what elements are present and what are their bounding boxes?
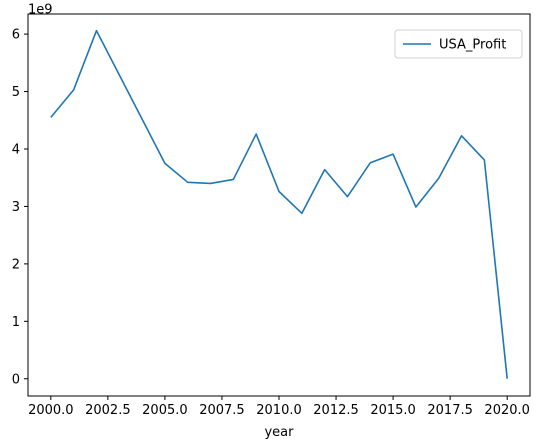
y-tick-label: 6 <box>12 28 20 43</box>
legend-label: USA_Profit <box>439 38 506 53</box>
x-tick-label: 2010.0 <box>256 403 302 418</box>
legend-box <box>394 29 523 59</box>
y-axis-offset-text: 1e9 <box>28 3 53 18</box>
x-tick-label: 2017.5 <box>427 403 473 418</box>
x-tick-label: 2007.5 <box>199 403 245 418</box>
y-tick-label: 4 <box>12 142 20 157</box>
plot-area <box>27 13 531 397</box>
y-tick-label: 1 <box>12 315 20 330</box>
y-tick-label: 5 <box>12 85 20 100</box>
x-tick-label: 2020.0 <box>484 403 530 418</box>
x-axis: 2000.0 2002.5 2005.0 2007.5 2010.0 2012.5 2015… <box>28 396 530 418</box>
series-line-usa-profit <box>50 29 508 379</box>
plot-frame <box>27 13 531 397</box>
y-tick-label: 0 <box>12 372 20 387</box>
x-tick-label: 2015.0 <box>370 403 416 418</box>
x-axis-label: year <box>264 425 294 440</box>
series-layer <box>50 29 508 379</box>
legend: USA_Profit <box>394 29 523 59</box>
y-tick-label: 3 <box>12 200 20 215</box>
x-tick-label: 2000.0 <box>28 403 74 418</box>
y-axis: 0 1 2 3 4 5 6 <box>12 28 28 387</box>
x-tick-label: 2005.0 <box>142 403 188 418</box>
x-tick-label: 2002.5 <box>85 403 131 418</box>
y-tick-label: 2 <box>12 257 20 272</box>
x-tick-label: 2012.5 <box>313 403 359 418</box>
